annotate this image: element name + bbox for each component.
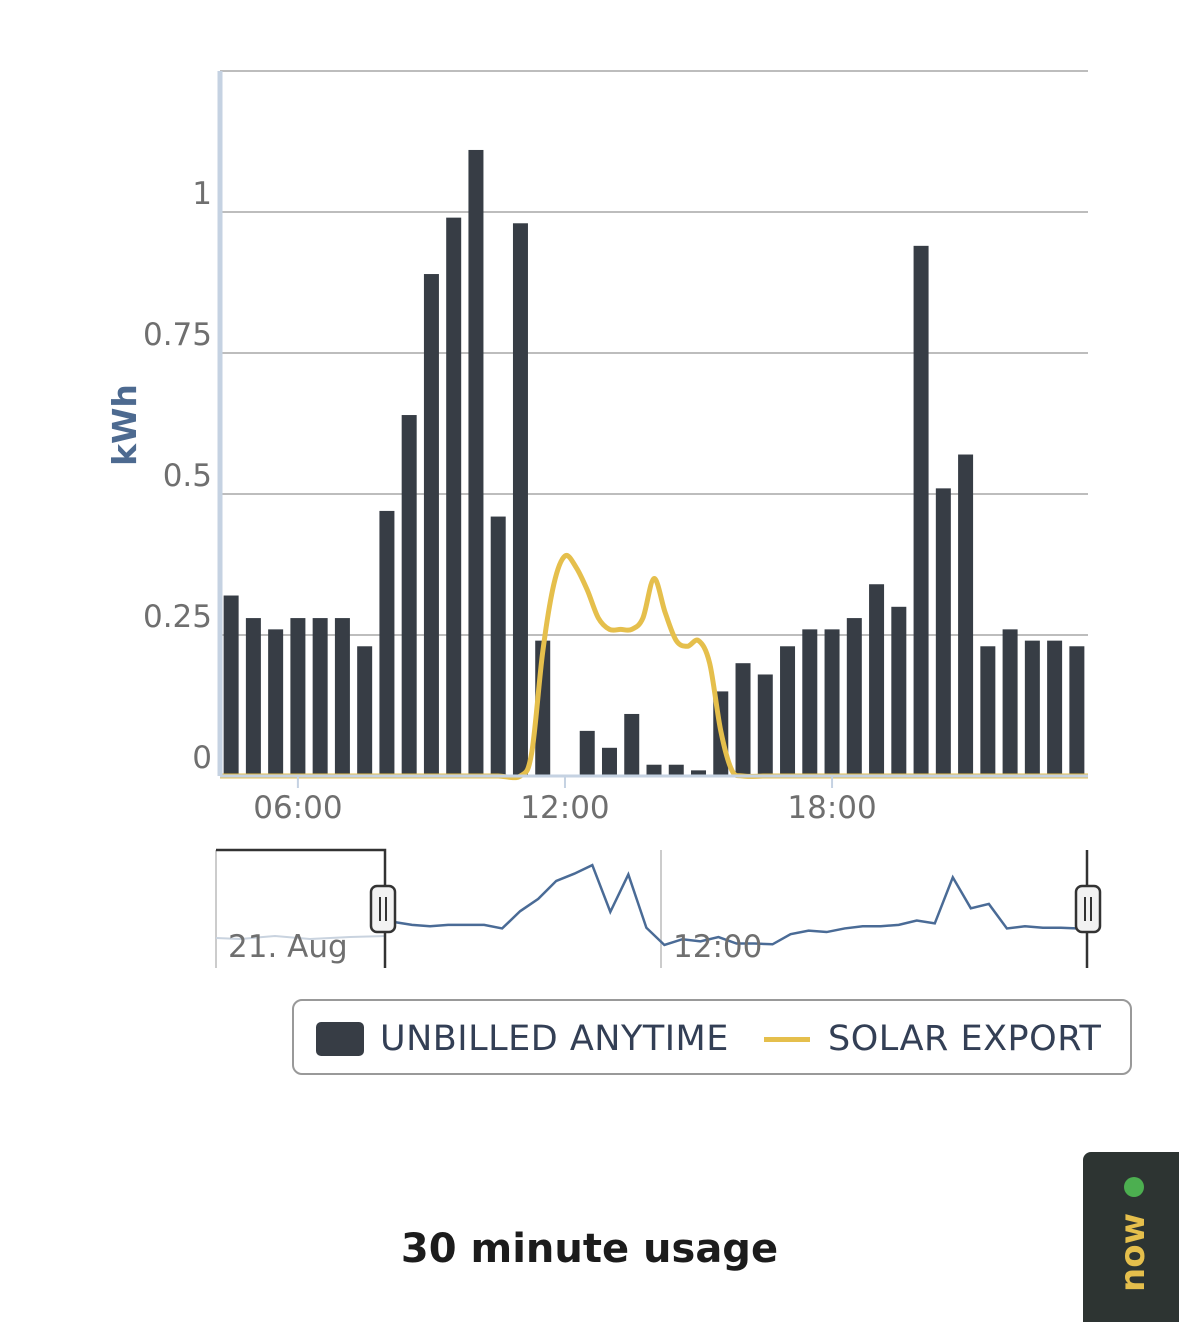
x-tick-label: 18:00 [787, 790, 876, 826]
bar[interactable] [446, 217, 462, 776]
bars-group [223, 149, 1085, 777]
bar[interactable] [824, 629, 840, 776]
legend-item-solar-export[interactable]: SOLAR EXPORT [764, 1001, 1101, 1077]
bar[interactable] [512, 223, 528, 776]
bar[interactable] [802, 629, 818, 776]
bar[interactable] [312, 618, 328, 776]
navigator-faded-series [215, 934, 386, 941]
navigator-left-handle[interactable] [369, 884, 397, 934]
legend-line-swatch [764, 1036, 810, 1042]
chat-now-label: now [1113, 1213, 1153, 1292]
y-tick-label: 0.5 [163, 458, 212, 494]
bar[interactable] [935, 488, 951, 776]
x-tick-label: 12:00 [520, 790, 609, 826]
bar[interactable] [268, 629, 284, 776]
bar[interactable] [757, 674, 773, 776]
bar[interactable] [735, 663, 751, 776]
bar[interactable] [357, 646, 373, 776]
y-tick-label: 1 [192, 176, 212, 212]
y-tick-label: 0 [192, 740, 212, 776]
navigator-series [393, 863, 1080, 947]
x-tick-label: 06:00 [253, 790, 342, 826]
bar[interactable] [290, 618, 306, 776]
bar[interactable] [691, 770, 707, 776]
bar[interactable] [601, 747, 617, 776]
bar[interactable] [1024, 640, 1040, 776]
bar[interactable] [423, 274, 439, 776]
bar[interactable] [646, 764, 662, 776]
bar[interactable] [624, 713, 640, 776]
bar[interactable] [846, 618, 862, 776]
bar[interactable] [913, 245, 929, 777]
bar[interactable] [980, 646, 996, 776]
chat-now-tab[interactable]: now [1083, 1152, 1179, 1322]
legend-item-unbilled-anytime[interactable]: UNBILLED ANYTIME [316, 1001, 729, 1077]
bar[interactable] [668, 764, 684, 776]
bar[interactable] [468, 149, 484, 776]
chart-legend: UNBILLED ANYTIME SOLAR EXPORT [292, 999, 1132, 1075]
navigator-time-label: 12:00 [673, 929, 762, 965]
legend-label-solar-export: SOLAR EXPORT [828, 1019, 1102, 1059]
axes-group: 0 0.25 0.5 0.75 1 06:00 12:00 18:00 [143, 71, 1088, 826]
bar[interactable] [891, 606, 907, 776]
bar[interactable] [579, 730, 595, 776]
grid-lines [220, 70, 1088, 636]
bar[interactable] [223, 595, 239, 776]
chart-caption: 30 minute usage [400, 1226, 779, 1272]
bar[interactable] [958, 454, 974, 776]
bar[interactable] [379, 510, 395, 776]
range-navigator[interactable]: 21. Aug 12:00 [215, 848, 1102, 968]
usage-chart: 0 0.25 0.5 0.75 1 06:00 12:00 18:00 kWh 21. Aug… [105, 70, 1102, 968]
online-status-dot [1124, 1177, 1144, 1197]
solar-export-line[interactable] [219, 553, 1088, 781]
bar[interactable] [334, 618, 350, 776]
legend-label-unbilled-anytime: UNBILLED ANYTIME [380, 1019, 729, 1059]
bar[interactable] [401, 415, 417, 776]
bar[interactable] [490, 516, 506, 776]
y-tick-label: 0.75 [143, 317, 212, 353]
navigator-date-label: 21. Aug [228, 929, 348, 965]
y-axis-title: kWh [105, 384, 144, 466]
bar[interactable] [780, 646, 796, 776]
y-tick-label: 0.25 [143, 599, 212, 635]
solar-line-group [219, 553, 1088, 781]
bar[interactable] [869, 584, 885, 776]
bar[interactable] [1069, 646, 1085, 776]
bar[interactable] [1047, 640, 1063, 776]
legend-bar-swatch [316, 1022, 364, 1056]
bar[interactable] [1002, 629, 1018, 776]
navigator-right-handle[interactable] [1074, 884, 1102, 934]
bar[interactable] [245, 618, 261, 776]
